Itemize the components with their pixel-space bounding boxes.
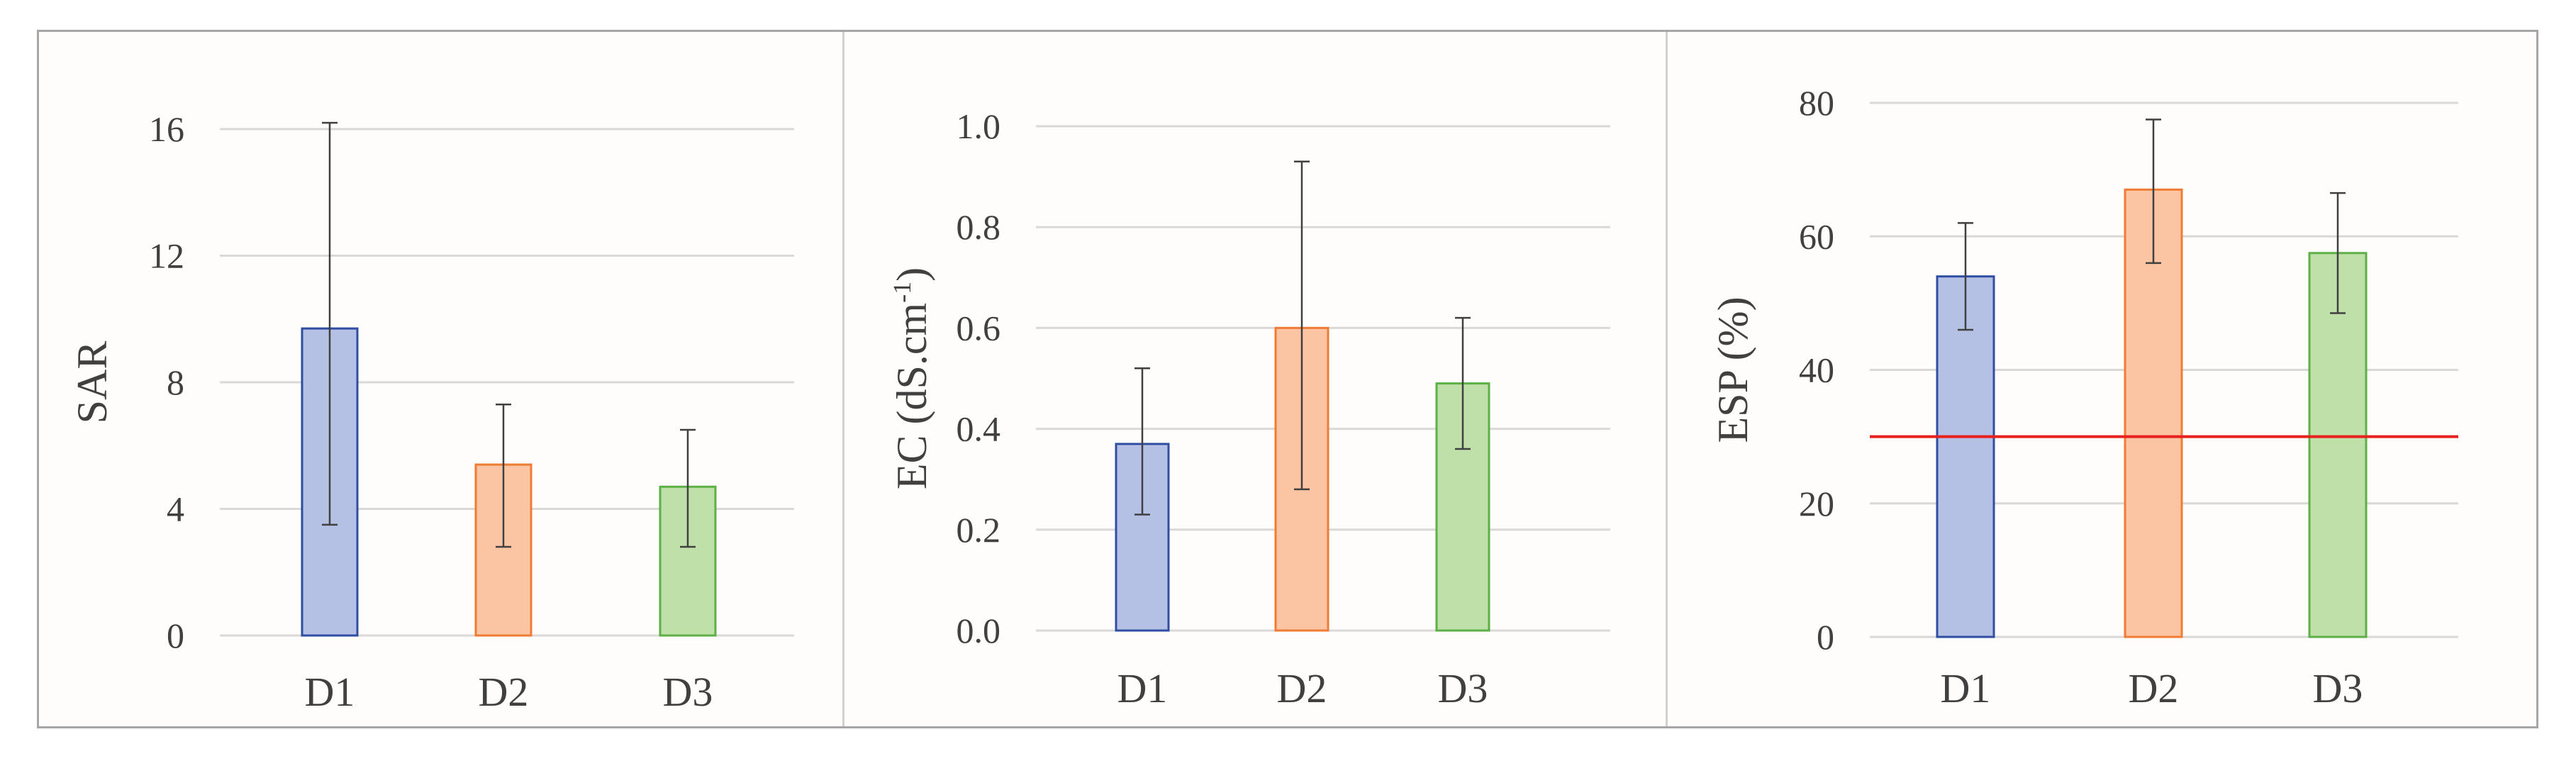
ec-xtick-label: D1 [1117,665,1168,711]
ec-xtick-label: D2 [1277,665,1327,711]
esp-ytick-label: 0 [1817,617,1834,657]
sar-ytick-label: 12 [149,236,184,276]
ec-ytick-label: 1.0 [957,106,1001,146]
esp-ytick-label: 60 [1799,216,1834,256]
ec-ytick-label: 0.0 [957,611,1001,650]
ec-ytick-label: 0.6 [957,308,1001,348]
panel-ec: 0.0 0.2 0.4 0.6 0.8 1.0 EC (dS.cm-1) D1 D2 D3 [844,32,1666,726]
sar-ytick-label: 16 [149,109,184,149]
panel-divider-2 [1666,32,1668,726]
esp-bar-d2 [2124,188,2183,638]
ec-ytick-label: 0.2 [957,510,1001,550]
esp-xtick-label: D1 [1941,665,1991,711]
sar-xtick-label: D3 [663,669,713,715]
ec-ytick-label: 0.8 [957,207,1001,247]
esp-xtick-label: D2 [2129,665,2179,711]
figure-frame: 0 4 8 12 16 SAR D1 D2 D3 0.0 0.2 0.4 0.6 0.8 1.0 EC (d… [37,30,2538,728]
sar-ytick-label: 0 [167,616,184,655]
esp-xtick-label: D3 [2313,665,2363,711]
esp-bar-d3 [2308,252,2368,638]
esp-ytick-label: 80 [1799,83,1834,123]
sar-xtick-label: D2 [479,669,529,715]
panel-divider-1 [842,32,844,726]
ec-y-axis-label: EC (dS.cm-1) [888,267,935,489]
ec-xtick-label: D3 [1438,665,1488,711]
ec-chart: 0.0 0.2 0.4 0.6 0.8 1.0 EC (dS.cm-1) D1 D2 D3 [888,106,1610,711]
ec-ytick-label: 0.4 [957,409,1001,449]
panel-esp: 0 20 40 60 80 ESP (%) D1 D2 D3 [1668,32,2536,726]
sar-ytick-label: 4 [167,489,184,529]
sar-chart: 0 4 8 12 16 SAR D1 D2 D3 [69,109,794,715]
esp-ytick-label: 40 [1799,350,1834,390]
sar-ytick-label: 8 [167,362,184,402]
sar-xtick-label: D1 [305,669,355,715]
panel-sar: 0 4 8 12 16 SAR D1 D2 D3 [39,32,842,726]
esp-chart: 0 20 40 60 80 ESP (%) D1 D2 D3 [1710,83,2458,711]
esp-ytick-label: 20 [1799,484,1834,523]
esp-bar-d1 [1936,275,1995,638]
esp-y-axis-label: ESP (%) [1710,296,1756,443]
sar-y-axis-label: SAR [69,341,116,424]
